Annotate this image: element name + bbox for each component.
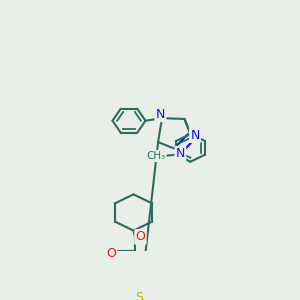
Text: O: O — [136, 230, 145, 243]
Text: N: N — [190, 129, 200, 142]
Text: N: N — [156, 108, 165, 121]
Text: CH₃: CH₃ — [146, 151, 165, 161]
Text: N: N — [176, 147, 185, 160]
Text: O: O — [106, 247, 116, 260]
Text: S: S — [136, 291, 143, 300]
